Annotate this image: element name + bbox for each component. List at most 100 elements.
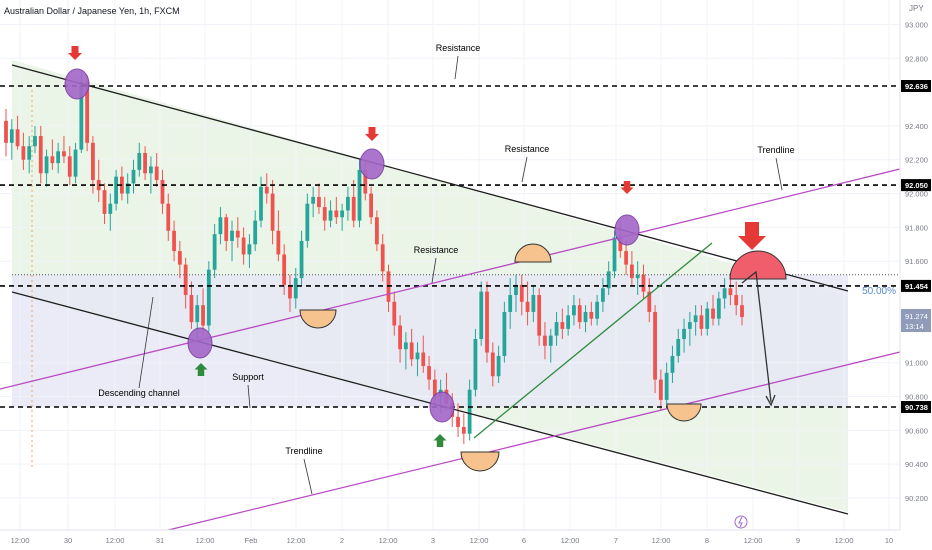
candle — [566, 305, 571, 336]
candle-body — [612, 237, 617, 272]
candle-body — [206, 269, 211, 326]
candle — [259, 176, 263, 228]
candle-body — [490, 352, 495, 377]
candle-body — [102, 190, 107, 214]
annotation-pointer — [247, 384, 251, 409]
candle-body — [560, 322, 565, 329]
candle-body — [270, 193, 275, 231]
candle-body — [114, 176, 119, 204]
touch-circle — [64, 68, 90, 100]
candle-body — [543, 335, 547, 346]
candle — [276, 210, 281, 262]
candle — [305, 193, 310, 248]
candle-body — [91, 142, 95, 181]
candle — [595, 295, 600, 326]
annotation-pointer — [431, 257, 437, 284]
projection-arrowhead — [765, 394, 776, 407]
candle — [154, 152, 159, 187]
fib-level-label: 50.00% — [862, 286, 896, 297]
candle-body — [322, 207, 327, 221]
candle — [653, 305, 657, 394]
candle-body — [253, 220, 258, 245]
candle-body — [264, 186, 269, 194]
candle-body — [21, 146, 26, 160]
candle — [740, 295, 744, 326]
price-level-tag-label: 92.050 — [905, 181, 928, 190]
annotation-label: Trendline — [285, 446, 322, 456]
candle-body — [374, 217, 379, 245]
annotation-pointer — [775, 157, 783, 191]
candle — [676, 328, 681, 363]
time-tick-label: Feb — [245, 536, 258, 545]
candle-body — [247, 244, 252, 255]
annotations: Resistance Resistance Resistance Trendline T… — [98, 43, 896, 495]
candle-body — [647, 291, 652, 312]
trendline-lower — [159, 351, 901, 533]
candle — [682, 318, 686, 353]
candle — [264, 173, 269, 204]
candle — [461, 413, 466, 444]
candle — [572, 295, 576, 326]
sell-arrow-icon — [620, 181, 634, 194]
candle-body — [554, 322, 559, 336]
candle-body — [293, 278, 298, 299]
touch-circles — [64, 68, 640, 423]
candle-body — [9, 129, 14, 143]
candle — [496, 345, 501, 383]
candle — [177, 240, 182, 279]
semicircle-red — [729, 250, 787, 280]
candle — [722, 278, 727, 309]
candle-body — [15, 129, 20, 147]
candle-body — [276, 230, 281, 255]
candle-body — [4, 120, 8, 143]
candle-body — [548, 335, 553, 346]
candle-body — [96, 180, 101, 191]
price-level-tag — [901, 179, 931, 192]
price-tick-label: 92.000 — [905, 190, 928, 199]
candle — [711, 295, 715, 326]
candle — [253, 210, 258, 252]
candle-body — [328, 210, 333, 221]
candle — [9, 119, 14, 160]
candle — [96, 159, 101, 203]
candle-body — [641, 274, 646, 292]
candle — [519, 274, 524, 316]
candle-body — [740, 305, 744, 318]
candle — [148, 156, 153, 194]
candle — [351, 180, 356, 228]
candle — [241, 227, 246, 265]
annotation-pointer — [521, 156, 528, 183]
candle-body — [403, 342, 408, 350]
candle — [392, 291, 397, 336]
candle — [91, 136, 95, 194]
candle — [172, 220, 176, 262]
candle-body — [421, 352, 426, 367]
candle-body — [589, 311, 594, 319]
candle — [212, 224, 217, 279]
candle-body — [467, 389, 472, 434]
green-trendline — [473, 242, 713, 439]
candle-body — [137, 152, 142, 170]
candle — [560, 308, 565, 340]
candle — [606, 261, 611, 296]
candle — [218, 207, 223, 245]
candle-body — [50, 156, 55, 164]
time-tick-label: 12:00 — [835, 536, 854, 545]
candle — [143, 146, 147, 181]
candle-body — [693, 315, 698, 323]
candle-body — [44, 156, 49, 174]
current-time-label: 13:14 — [905, 322, 924, 331]
candle — [56, 142, 61, 174]
candle — [288, 274, 292, 312]
touch-circle — [614, 214, 640, 246]
candle — [114, 169, 119, 211]
time-tick-label: 2 — [340, 536, 344, 545]
price-tick-label: 90.200 — [905, 494, 928, 503]
candle-body — [334, 210, 339, 218]
candle-body — [583, 311, 588, 323]
candle-body — [722, 288, 727, 299]
candle-body — [572, 305, 576, 316]
candle — [427, 355, 431, 390]
price-tick-label: 91.800 — [905, 223, 928, 232]
